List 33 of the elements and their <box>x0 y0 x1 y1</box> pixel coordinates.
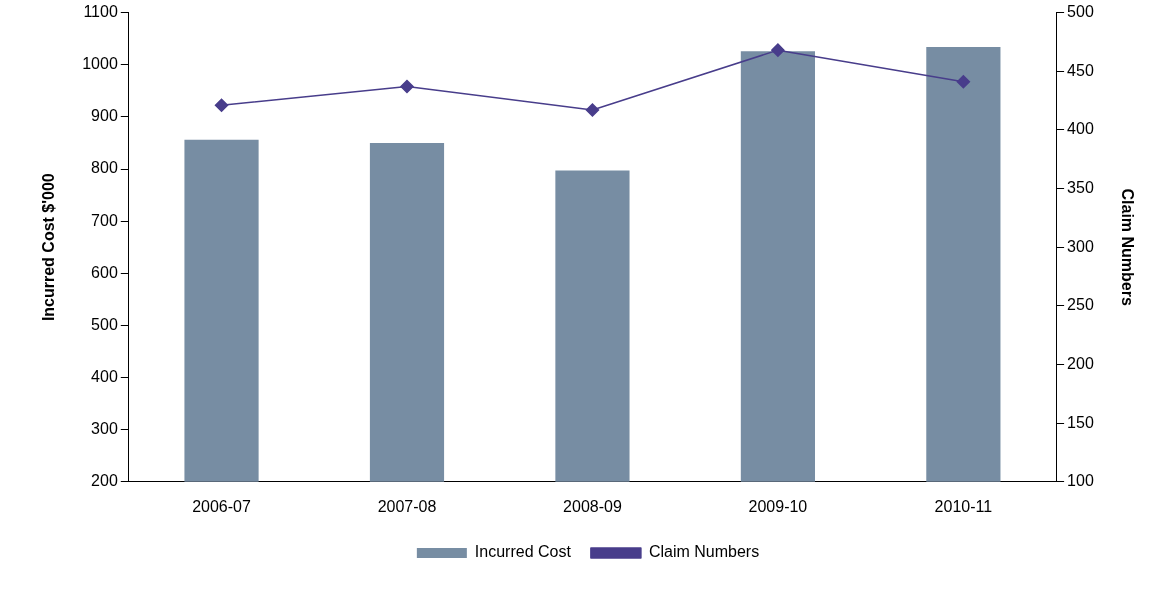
y-tick-label: 900 <box>91 107 118 125</box>
x-tick-label: 2010-11 <box>934 497 993 515</box>
y-axis-title: Incurred Cost $'000 <box>40 173 58 322</box>
y2-tick-label: 300 <box>1067 237 1094 255</box>
y2-tick-label: 200 <box>1067 354 1094 372</box>
y2-tick-label: 350 <box>1067 178 1094 196</box>
legend-label: Claim Numbers <box>648 543 760 561</box>
x-tick-label: 2008-09 <box>563 497 622 515</box>
y-tick-label: 700 <box>91 211 118 229</box>
y-tick-label: 200 <box>91 472 118 490</box>
y2-tick-label: 500 <box>1067 3 1094 21</box>
y-tick-label: 600 <box>91 263 118 281</box>
point <box>585 103 600 117</box>
point <box>956 75 971 89</box>
point <box>214 98 229 113</box>
y2-tick-label: 150 <box>1067 413 1094 431</box>
y-tick-label: 300 <box>91 420 118 438</box>
y-tick-label: 500 <box>91 315 118 333</box>
x-tick-label: 2006-07 <box>192 497 251 515</box>
y-tick-label: 800 <box>91 159 118 177</box>
point <box>400 79 414 94</box>
point <box>771 43 785 57</box>
y2-axis-title: Claim Numbers <box>1118 188 1136 306</box>
y2-tick-label: 400 <box>1067 120 1094 138</box>
y2-tick-label: 450 <box>1067 61 1094 79</box>
x-tick-label: 2007-08 <box>377 497 437 515</box>
x-tick-label: 2009-10 <box>748 497 808 515</box>
y2-tick-label: 250 <box>1067 296 1094 314</box>
y-tick-label: 1100 <box>83 3 118 21</box>
y2-tick-label: 100 <box>1067 472 1094 490</box>
legend-label: Incurred Cost <box>474 543 572 561</box>
y-tick-label: 400 <box>91 367 118 385</box>
y-tick-label: 1000 <box>82 55 118 73</box>
